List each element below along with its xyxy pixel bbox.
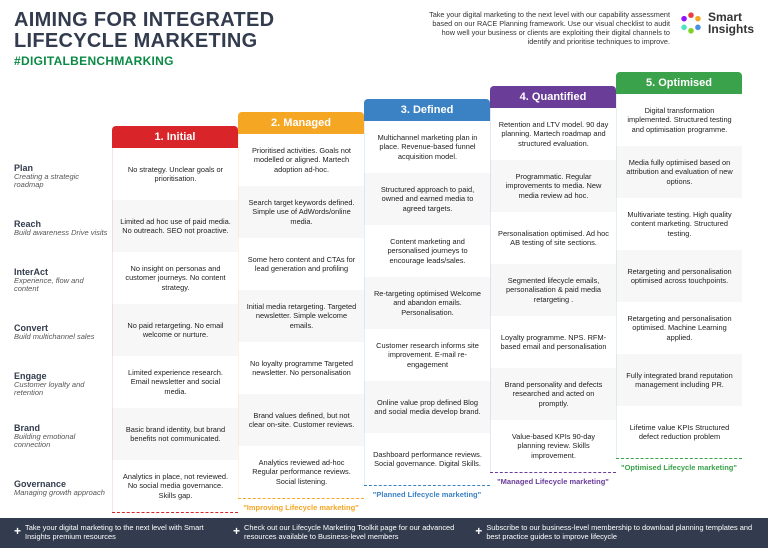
cell: Digital transformation implemented. Stru… [616,94,742,146]
cell: Retention and LTV model. 90 day planning… [490,108,616,160]
cell: Search target keywords defined. Simple u… [238,186,364,238]
maturity-grid: PlanCreating a strategic roadmapReachBui… [14,72,754,528]
cell: No insight on personas and customer jour… [112,252,238,304]
header: AIMING FOR INTEGRATED LIFECYCLE MARKETIN… [0,0,768,72]
stage-footer-label: "Managed Lifecycle marketing" [490,472,616,488]
plus-icon: + [233,524,240,538]
row-label: BrandBuilding emotional connection [14,410,112,462]
cell: Analytics reviewed ad-hoc Regular perfor… [238,446,364,498]
logo-text-2: Insights [708,23,754,35]
cell: Personalisation optimised. Ad hoc AB tes… [490,212,616,264]
cell: Initial media retargeting. Targeted news… [238,290,364,342]
cell: No strategy. Unclear goals or prioritisa… [112,148,238,200]
title-block: AIMING FOR INTEGRATED LIFECYCLE MARKETIN… [14,10,418,68]
stage-footer-label: "Planned Lifecycle marketing" [364,485,490,501]
bottom-cta-bar: +Take your digital marketing to the next… [0,518,768,548]
cell: Loyalty programme. NPS. RFM-based email … [490,316,616,368]
cell: Retargeting and personalisation optimise… [616,302,742,354]
main-title-1: AIMING FOR INTEGRATED [14,10,418,31]
cell: Online value prop defined Blog and socia… [364,381,490,433]
cell: Basic brand identity, but brand benefits… [112,408,238,460]
stage-header-1: 1. Initial [112,126,238,148]
cell: No paid retargeting. No email welcome or… [112,304,238,356]
cta-3[interactable]: +Subscribe to our business-level members… [475,524,754,542]
hashtag: #DIGITALBENCHMARKING [14,54,418,68]
cell: Some hero content and CTAs for lead gene… [238,238,364,290]
plus-icon: + [14,524,21,538]
cell: Multivariate testing. High quality conte… [616,198,742,250]
cell: Analytics in place, not reviewed. No soc… [112,460,238,512]
cell: Re-targeting optimised Welcome and aband… [364,277,490,329]
plus-icon: + [475,524,482,538]
row-label: PlanCreating a strategic roadmap [14,150,112,202]
smart-insights-logo: Smart Insights [678,10,754,36]
cell: Brand values defined, but not clear on-s… [238,394,364,446]
cell: Programmatic. Regular improvements to me… [490,160,616,212]
stage-column-3: 3. DefinedMultichannel marketing plan in… [364,72,490,528]
cell: Limited ad hoc use of paid media. No out… [112,200,238,252]
stage-footer-label: "Improving Lifecycle marketing" [238,498,364,514]
row-labels-column: PlanCreating a strategic roadmapReachBui… [14,72,112,528]
stage-header-2: 2. Managed [238,112,364,134]
row-label: EngageCustomer loyalty and retention [14,358,112,410]
cell: Media fully optimised based on attributi… [616,146,742,198]
cell: Segmented lifecycle emails, personalisat… [490,264,616,316]
cell: Dashboard performance reviews. Social go… [364,433,490,485]
intro-text: Take your digital marketing to the next … [418,10,678,46]
cell: Prioritised activities. Goals not modell… [238,134,364,186]
cell: Lifetime value KPIs Structured defect re… [616,406,742,458]
row-label: ConvertBuild multichannel sales [14,306,112,358]
cell: Limited experience research. Email newsl… [112,356,238,408]
cell: Customer research informs site improveme… [364,329,490,381]
cta-2[interactable]: +Check out our Lifecycle Marketing Toolk… [233,524,465,542]
stage-column-2: 2. ManagedPrioritised activities. Goals … [238,72,364,528]
main-title-2: LIFECYCLE MARKETING [14,31,418,52]
stage-header-4: 4. Quantified [490,86,616,108]
cell: Multichannel marketing plan in place. Re… [364,121,490,173]
cell: Retargeting and personalisation optimise… [616,250,742,302]
stage-header-5: 5. Optimised [616,72,742,94]
stage-column-5: 5. OptimisedDigital transformation imple… [616,72,742,528]
stage-column-1: 1. InitialNo strategy. Unclear goals or … [112,72,238,528]
stage-header-3: 3. Defined [364,99,490,121]
cell: Content marketing and personalised journ… [364,225,490,277]
cell: No loyalty programme Targeted newsletter… [238,342,364,394]
row-label: ReachBuild awareness Drive visits [14,202,112,254]
stage-footer-label: "Optimised Lifecycle marketing" [616,458,742,474]
cell: Value-based KPIs 90-day planning review.… [490,420,616,472]
cell: Brand personality and defects researched… [490,368,616,420]
row-label: InterActExperience, flow and content [14,254,112,306]
cell: Structured approach to paid, owned and e… [364,173,490,225]
logo-mark-icon [678,10,704,36]
cell: Fully integrated brand reputation manage… [616,354,742,406]
row-label: GovernanceManaging growth approach [14,462,112,514]
stage-column-4: 4. QuantifiedRetention and LTV model. 90… [490,72,616,528]
cta-1[interactable]: +Take your digital marketing to the next… [14,524,223,542]
